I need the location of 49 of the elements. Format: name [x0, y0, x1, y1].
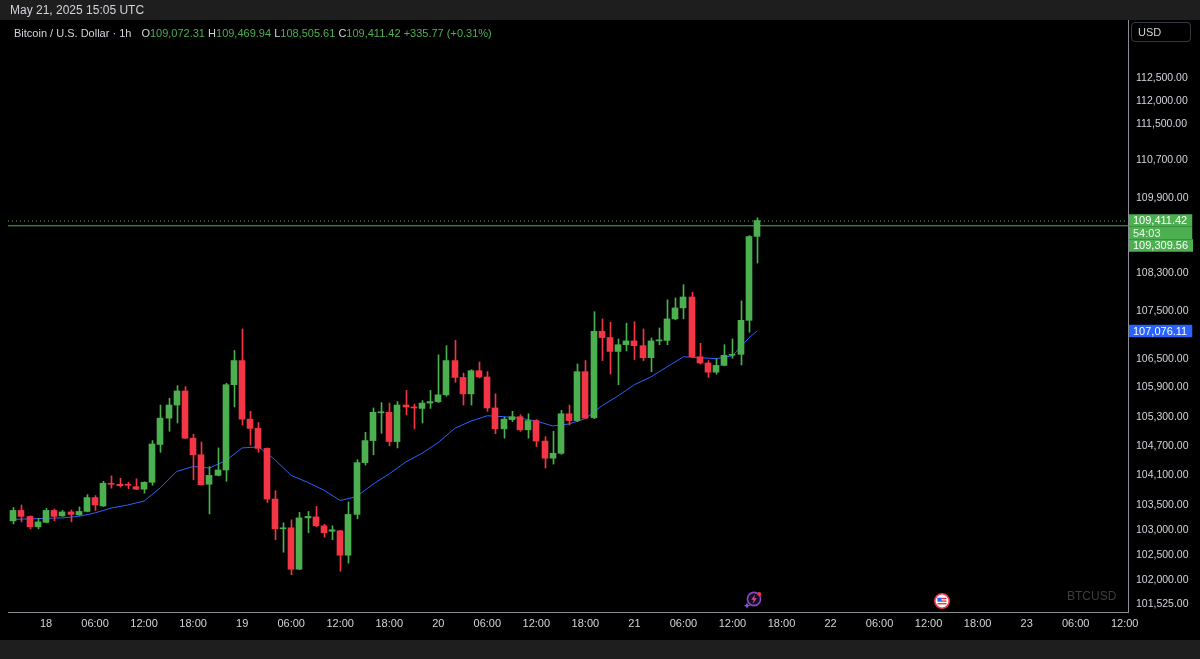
- x-tick-label: 18:00: [767, 616, 796, 629]
- text: Bitcoin / U.S. Dollar · 1h: [14, 27, 132, 39]
- x-tick-label: 06:00: [669, 616, 698, 629]
- y-tick-label: 112,500.00: [1136, 70, 1188, 83]
- x-tick-label: 18:00: [571, 616, 600, 629]
- x-tick-label: 12:00: [130, 616, 158, 629]
- x-tick-label: 12:00: [718, 616, 747, 629]
- text: May 21, 2025 15:05 UTC: [10, 3, 145, 17]
- y-tick-label: 105,300.00: [1136, 409, 1189, 422]
- x-tick-label: 18:00: [375, 616, 403, 629]
- text: USD: [1131, 22, 1191, 42]
- x-tick-label: 12:00: [914, 616, 943, 629]
- text: O109,072.31 H109,469.94 L108,505.61 C109,411.42 +335.77 (+0.31%): [141, 27, 492, 39]
- x-tick-label: 06:00: [865, 616, 894, 629]
- x-tick-label: 12:00: [326, 616, 354, 629]
- x-tick-label: 22: [824, 616, 837, 629]
- x-tick-label: 19: [236, 616, 249, 629]
- y-tick-label: 101,525.00: [1136, 596, 1189, 609]
- ref-line-label: 109,411.42: [1133, 214, 1188, 227]
- y-tick-label: 103,500.00: [1136, 497, 1189, 510]
- x-tick-label: 21: [628, 616, 641, 629]
- y-tick-label: 109,900.00: [1136, 190, 1189, 203]
- x-tick-label: 18:00: [179, 616, 207, 629]
- x-tick-label: 12:00: [522, 616, 551, 629]
- x-tick-label: 06:00: [277, 616, 305, 629]
- x-tick-label: 18:00: [963, 616, 992, 629]
- annotation: BTCUSD: [1067, 589, 1117, 603]
- x-tick-label: 20: [432, 616, 445, 629]
- x-tick-label: 06:00: [1061, 616, 1090, 629]
- ref-line-label: 109,309.56: [1133, 239, 1189, 252]
- x-tick-label: 23: [1020, 616, 1033, 629]
- y-tick-label: 105,900.00: [1136, 380, 1189, 393]
- x-tick-label: 06:00: [81, 616, 109, 629]
- y-tick-label: 104,100.00: [1136, 468, 1189, 481]
- y-tick-label: 106,500.00: [1136, 351, 1189, 364]
- y-tick-label: 112,000.00: [1136, 93, 1188, 106]
- text: 54:03: [1133, 226, 1161, 239]
- x-tick-label: 12:00: [1110, 616, 1139, 629]
- x-tick-label: 06:00: [473, 616, 502, 629]
- y-tick-label: 103,000.00: [1136, 522, 1189, 535]
- y-tick-label: 110,700.00: [1136, 153, 1188, 166]
- y-tick-label: 111,500.00: [1136, 116, 1188, 129]
- y-tick-label: 102,500.00: [1136, 547, 1189, 560]
- y-tick-label: 107,500.00: [1136, 303, 1189, 316]
- x-tick-label: 18: [39, 616, 53, 629]
- text: 107,076.11: [1133, 324, 1188, 337]
- y-tick-label: 108,300.00: [1136, 265, 1189, 278]
- y-tick-label: 102,000.00: [1136, 572, 1189, 585]
- y-tick-label: 104,700.00: [1136, 438, 1189, 451]
